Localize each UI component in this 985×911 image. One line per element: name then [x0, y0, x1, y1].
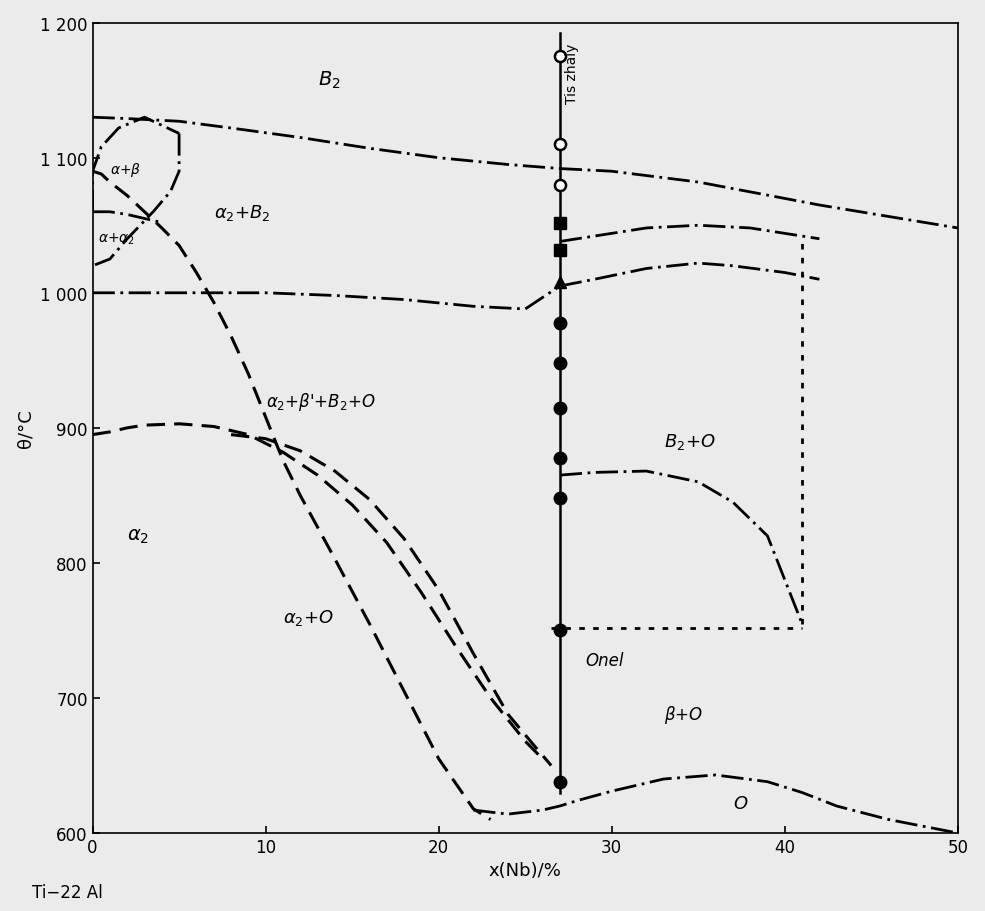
Text: $\alpha$+$\beta$: $\alpha$+$\beta$: [110, 160, 141, 179]
Text: $\alpha_2$+B$_2$: $\alpha_2$+B$_2$: [214, 202, 271, 222]
Y-axis label: θ/°C: θ/°C: [17, 409, 34, 447]
Text: $\alpha_2$+O: $\alpha_2$+O: [283, 608, 334, 628]
Text: O: O: [733, 794, 747, 813]
X-axis label: x(Nb)/%: x(Nb)/%: [489, 862, 561, 879]
Text: Ti−22 Al: Ti−22 Al: [33, 883, 102, 901]
Text: $\alpha$+$\alpha_2$: $\alpha$+$\alpha_2$: [98, 231, 135, 247]
Text: Tis zhaly: Tis zhaly: [565, 44, 579, 104]
Text: Onel: Onel: [586, 651, 624, 670]
Text: B$_2$: B$_2$: [317, 69, 341, 91]
Text: $\alpha_2$: $\alpha_2$: [127, 527, 150, 546]
Text: $\beta$+O: $\beta$+O: [664, 703, 702, 725]
Text: $\alpha_2$+$\beta$'+B$_2$+O: $\alpha_2$+$\beta$'+B$_2$+O: [266, 391, 375, 413]
Text: B$_2$+O: B$_2$+O: [664, 432, 715, 452]
